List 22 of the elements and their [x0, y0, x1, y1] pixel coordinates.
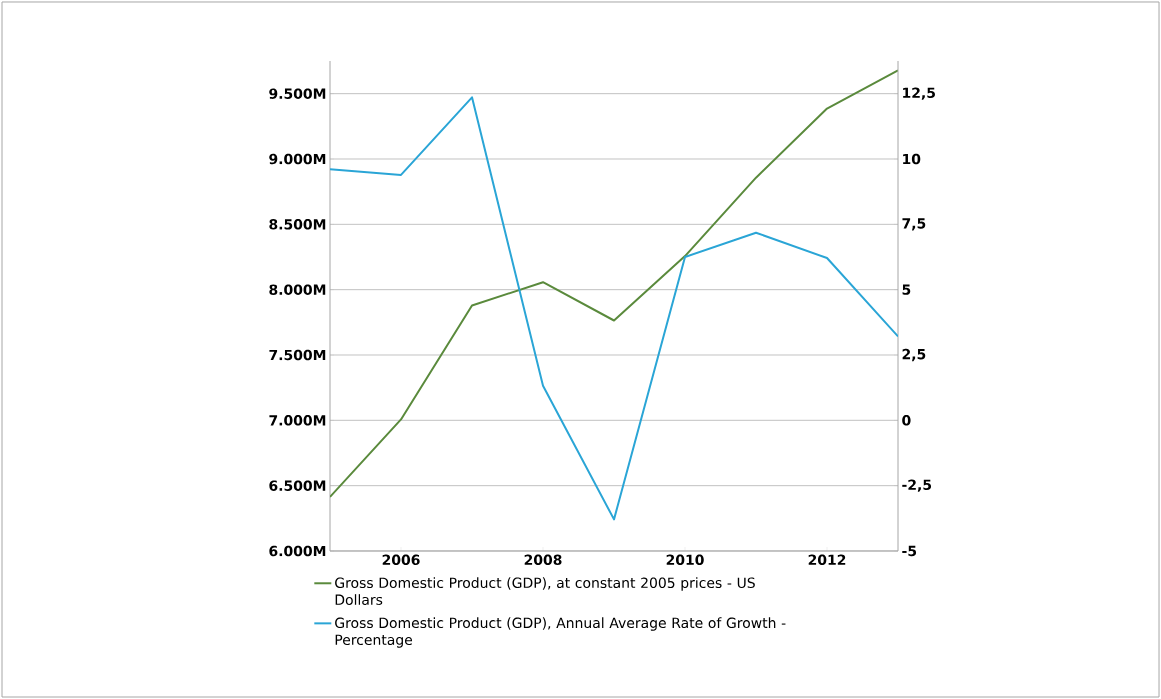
- y-tick-label: 6.500M: [269, 480, 326, 491]
- y2-tick-label: 12,5: [903, 87, 935, 100]
- y-tick-label: 6.000M: [269, 545, 326, 557]
- y2-tick-label: -2,5: [902, 479, 932, 492]
- y-tick-label: 8.500M: [269, 219, 326, 230]
- y-tick-label: 8.000M: [269, 284, 326, 295]
- x-tick-label: 2008: [524, 554, 562, 566]
- y2-tick-label: 7,5: [902, 218, 926, 231]
- x-tick-label: 2006: [382, 554, 420, 566]
- y-tick-label: 7.000M: [269, 415, 326, 426]
- y2-tick-label: -5: [902, 545, 917, 557]
- y-tick-label: 9.000M: [269, 153, 326, 165]
- legend-label: Gross Domestic Product (GDP), at constant 2005 prices - US Dollars: [335, 577, 755, 605]
- y2-tick-label: 10: [903, 153, 921, 165]
- y2-tick-label: 5: [902, 284, 911, 295]
- y-tick-label: 9.500M: [269, 88, 326, 99]
- y2-tick-label: 0: [902, 415, 911, 426]
- x-tick-label: 2012: [808, 554, 846, 566]
- x-tick-label: 2010: [666, 554, 704, 566]
- legend-label: Gross Domestic Product (GDP), Annual Average Rate of Growth - Percentage: [335, 617, 786, 648]
- y2-tick-label: 2,5: [902, 348, 926, 362]
- y-tick-label: 7.500M: [269, 349, 326, 361]
